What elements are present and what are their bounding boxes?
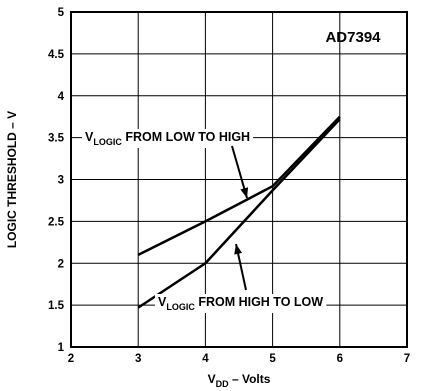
plot-frame — [70, 11, 408, 348]
annotation-high-to-low: VLOGIC FROM HIGH TO LOW — [158, 295, 323, 312]
y-tick-label: 4 — [58, 91, 65, 103]
x-tick-label: 4 — [202, 353, 209, 365]
x-tick-label: 5 — [269, 353, 276, 365]
chart-title: AD7394 — [325, 29, 381, 46]
x-axis-label: VDD – Volts — [208, 372, 271, 389]
y-tick-label: 3.5 — [48, 133, 65, 145]
x-tick-label: 6 — [337, 353, 343, 365]
x-tick-label: 2 — [68, 353, 74, 365]
annotation-high-to-low-background — [155, 294, 327, 313]
y-tick-label: 4.5 — [48, 49, 65, 61]
x-tick-labels: 2 3 4 5 6 7 — [68, 353, 410, 365]
x-tick-label: 7 — [404, 353, 410, 365]
y-axis-label: LOGIC THRESHOLD – V — [5, 111, 19, 248]
annotation-high-to-low-arrowhead — [234, 244, 243, 255]
annotation-low-to-high: VLOGIC FROM LOW TO HIGH — [85, 130, 250, 147]
series-group — [137, 115, 341, 309]
y-tick-label: 2.5 — [48, 216, 65, 228]
y-tick-label: 1.5 — [48, 300, 65, 312]
y-tick-labels: 1 1.5 2 2.5 3 3.5 4 4.5 5 — [48, 7, 65, 354]
x-tick-label: 3 — [135, 353, 141, 365]
y-tick-label: 5 — [58, 7, 65, 19]
y-tick-label: 1 — [58, 342, 65, 354]
annotation-low-to-high-background — [82, 129, 254, 148]
series-line-0 — [137, 115, 341, 256]
annotation-low-to-high-arrowhead — [240, 187, 249, 198]
y-tick-label: 3 — [58, 175, 64, 187]
series-line-1 — [137, 118, 341, 309]
y-tick-label: 2 — [58, 258, 64, 270]
